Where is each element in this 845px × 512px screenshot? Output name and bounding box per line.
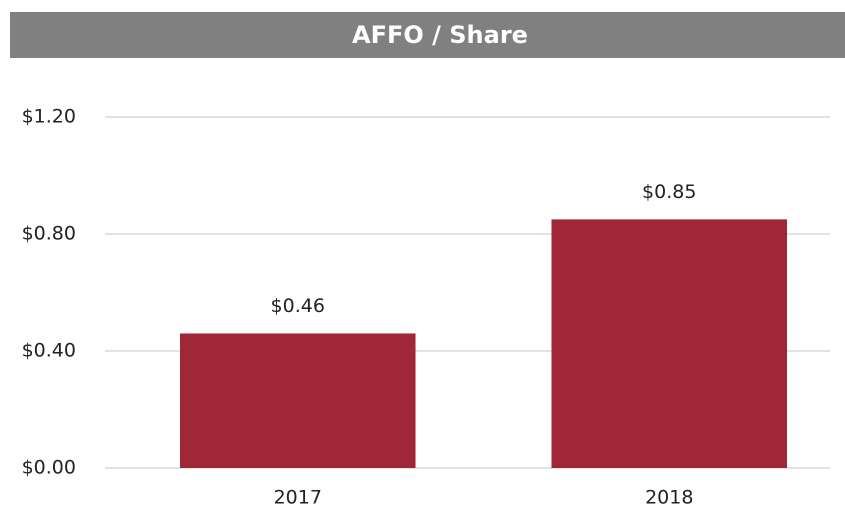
y-tick-label: $0.80 (22, 223, 76, 245)
x-tick-label: 2017 (274, 487, 322, 509)
data-label: $0.85 (642, 181, 696, 203)
x-tick-label: 2018 (645, 487, 693, 509)
y-tick-label: $0.00 (22, 457, 76, 479)
title-banner (10, 12, 845, 58)
y-tick-label: $0.40 (22, 340, 76, 362)
y-tick-label: $1.20 (22, 106, 76, 128)
data-label: $0.46 (271, 295, 325, 317)
bar (551, 219, 788, 468)
bar (179, 333, 416, 468)
chart-title: AFFO / Share (352, 21, 528, 49)
